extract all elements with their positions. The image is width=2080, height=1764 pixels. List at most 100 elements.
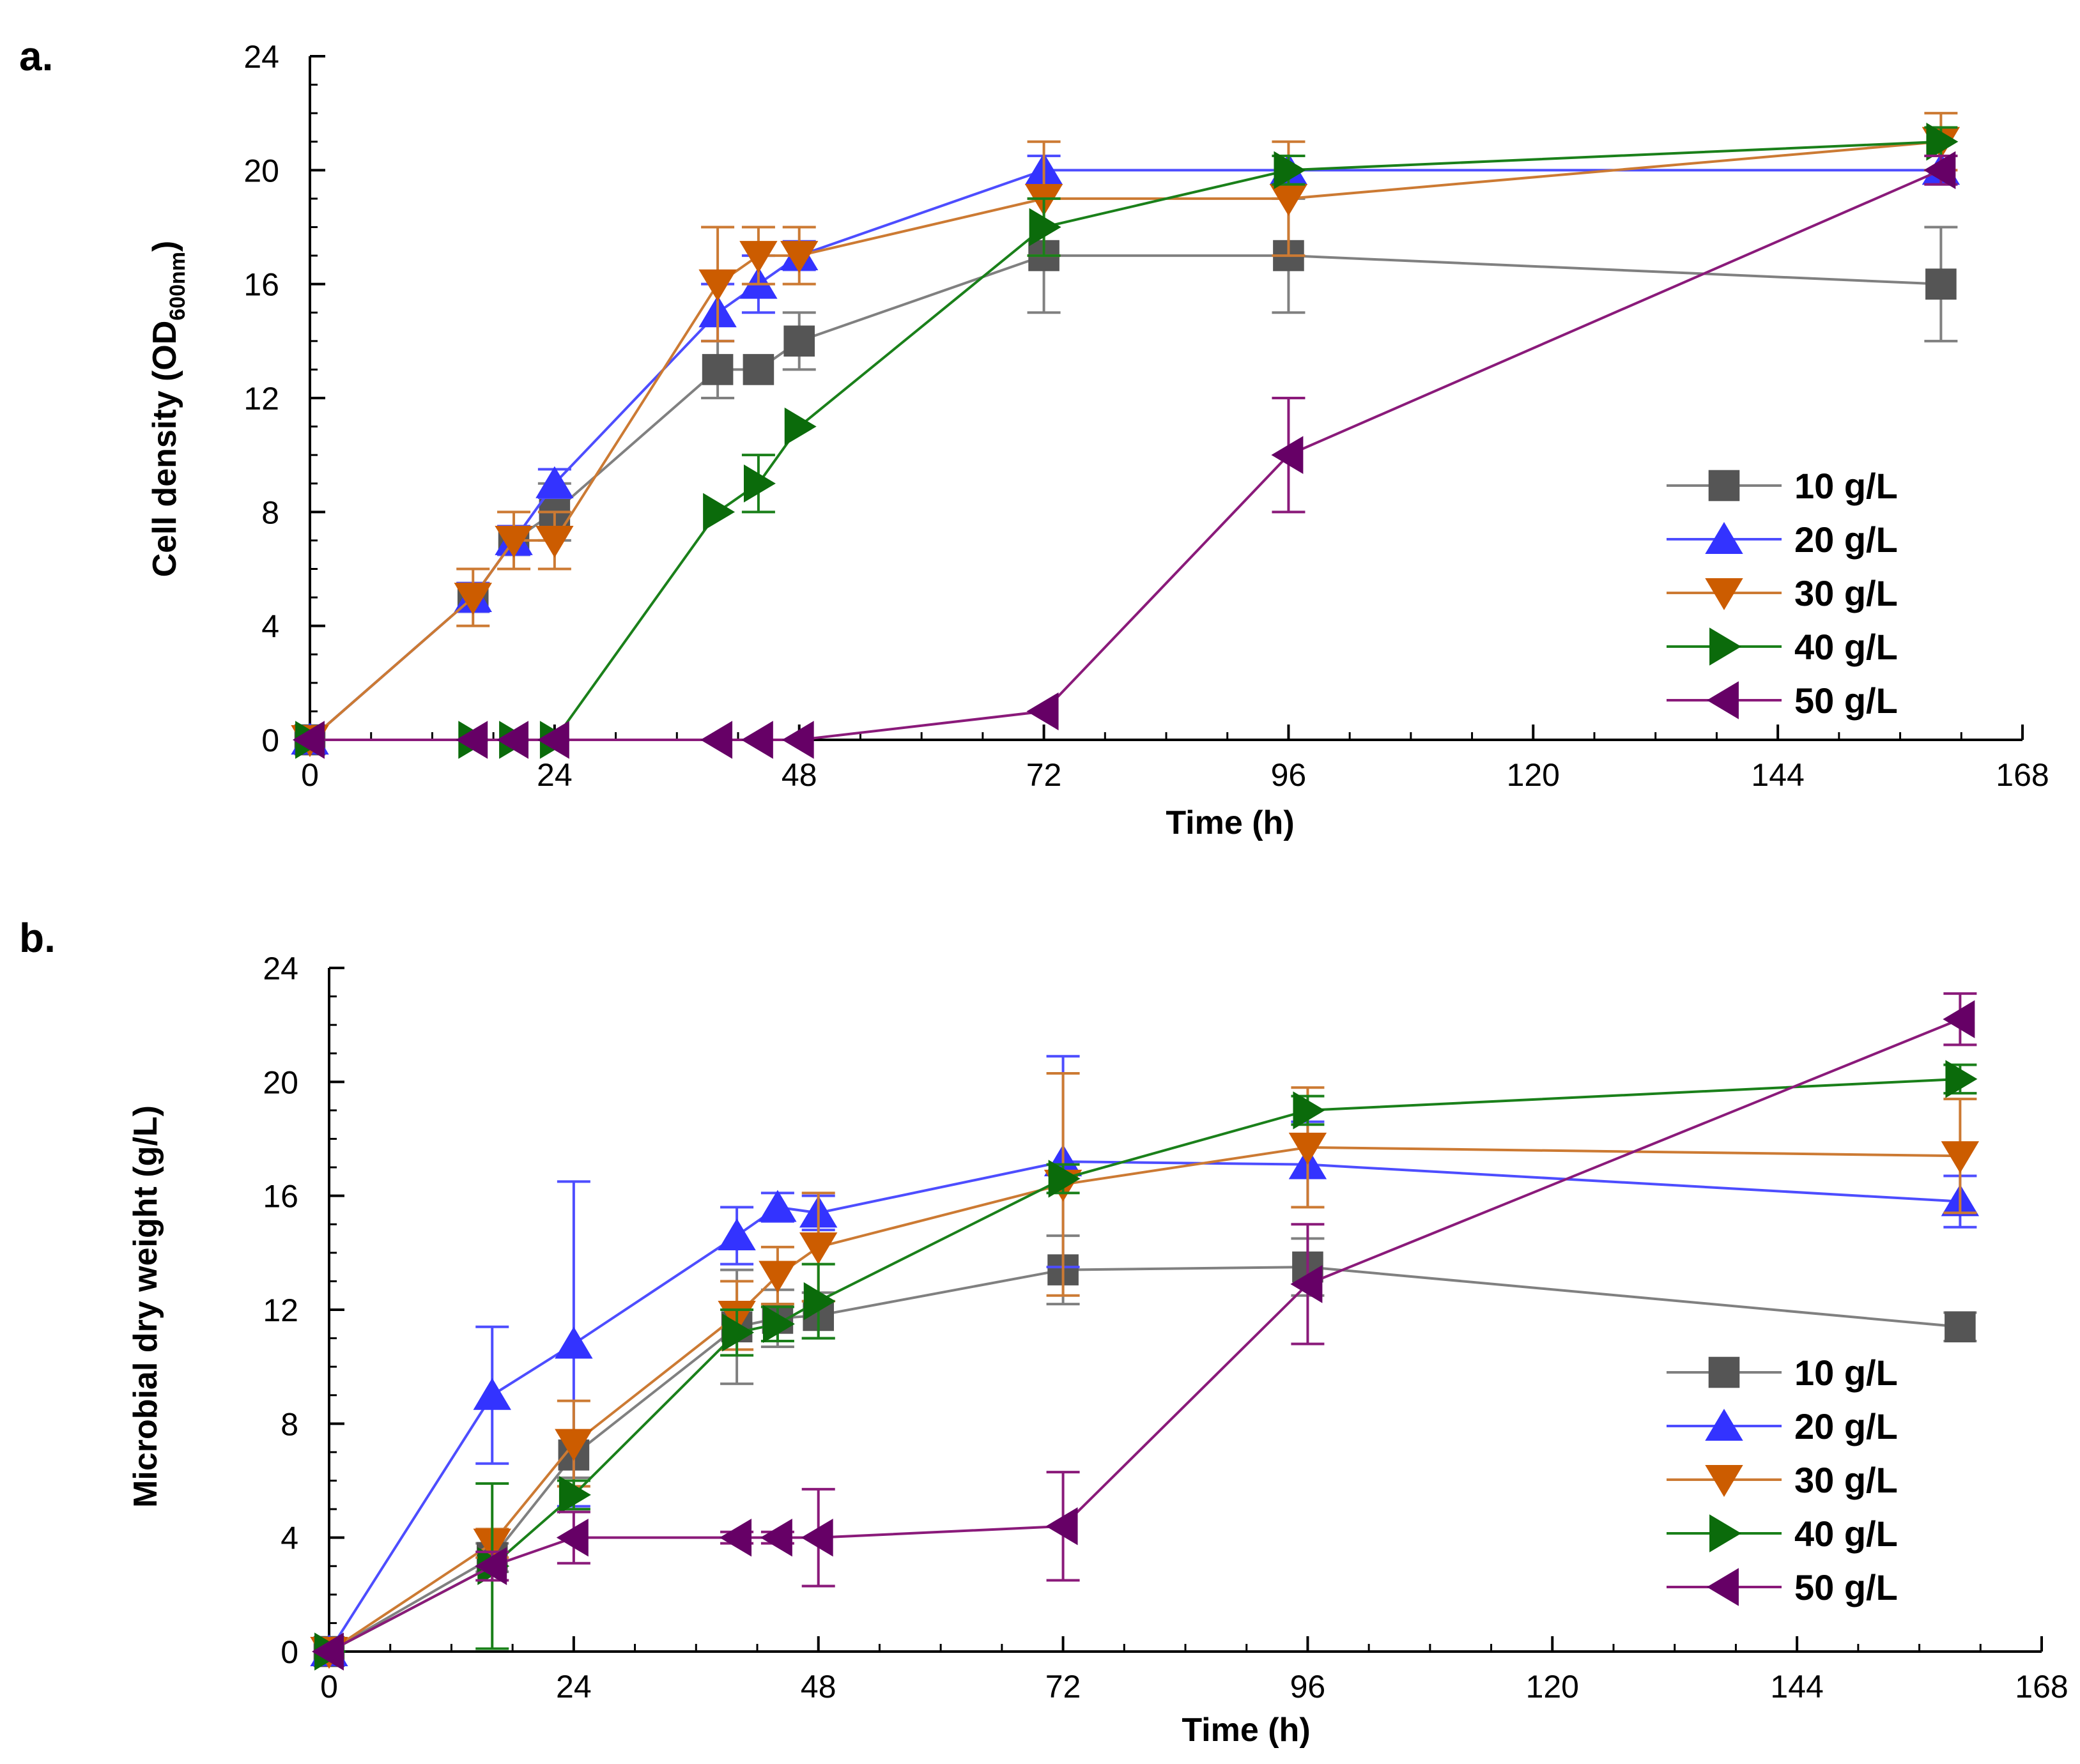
x-tick-label-a: 24	[537, 757, 573, 793]
data-point	[473, 1377, 511, 1410]
legend-marker	[1708, 1356, 1740, 1388]
y-axis-title-a-main: Cell density (OD	[146, 321, 183, 578]
data-point	[1945, 1311, 1976, 1343]
y-tick-label-b: 8	[281, 1406, 298, 1442]
legend-label: 50 g/L	[1794, 680, 1898, 721]
legend-entry-b-2: 20 g/L	[1667, 1406, 1898, 1446]
legend-marker	[1707, 1568, 1739, 1606]
y-tick-label-b: 0	[281, 1634, 298, 1670]
y-tick-label-a: 16	[243, 267, 279, 303]
x-axis-title-a: Time (h)	[1166, 804, 1294, 841]
data-point	[743, 354, 774, 385]
legend-marker	[1708, 470, 1740, 502]
data-point	[293, 721, 325, 759]
y-tick-label-a: 4	[261, 609, 279, 645]
x-axis-title-b: Time (h)	[1182, 1712, 1310, 1749]
data-point	[782, 721, 814, 759]
data-point	[1048, 1160, 1081, 1198]
data-point	[784, 407, 817, 446]
data-point	[1293, 1091, 1325, 1130]
data-point	[759, 1261, 797, 1293]
y-tick-label-b: 20	[263, 1064, 298, 1100]
series-line	[309, 140, 1941, 741]
legend-label: 30 g/L	[1794, 573, 1898, 613]
data-point	[718, 1218, 756, 1251]
panel-label-b: b.	[19, 915, 56, 961]
x-tick-label-b: 168	[2015, 1669, 2068, 1705]
legend-marker	[1707, 681, 1739, 719]
x-tick-label-a: 48	[782, 757, 817, 793]
data-point	[1926, 123, 1959, 161]
data-point	[799, 1232, 838, 1264]
x-tick-label-b: 48	[801, 1669, 836, 1705]
data-point	[1269, 183, 1308, 216]
y-tick-label-b: 24	[263, 951, 298, 986]
legend-label: 40 g/L	[1794, 1514, 1898, 1554]
legend-marker	[1709, 627, 1741, 666]
y-tick-label-a: 20	[243, 153, 279, 188]
x-tick-label-a: 120	[1507, 757, 1560, 793]
data-point	[720, 1518, 752, 1557]
x-tick-label-a: 72	[1026, 757, 1062, 793]
data-point	[1274, 151, 1306, 190]
legend-entry-a-2: 20 g/L	[1667, 519, 1898, 560]
data-point	[1290, 1265, 1323, 1303]
data-point	[456, 721, 488, 759]
series-a-1	[294, 197, 1958, 756]
data-point	[556, 1518, 589, 1557]
legend-marker	[1709, 1514, 1741, 1553]
legend-label: 30 g/L	[1794, 1460, 1898, 1500]
series-b-1	[313, 1234, 1977, 1668]
legend-label: 50 g/L	[1794, 1567, 1898, 1607]
data-point	[535, 466, 574, 498]
legend-entry-b-5: 50 g/L	[1667, 1567, 1898, 1607]
data-point	[783, 325, 815, 357]
legend-entry-b-1: 10 g/L	[1667, 1353, 1898, 1393]
data-point	[475, 1547, 507, 1585]
legend-entry-b-3: 30 g/L	[1667, 1460, 1898, 1500]
data-point	[495, 525, 533, 558]
series-b-4	[314, 1060, 1978, 1671]
x-tick-label-a: 0	[301, 757, 319, 793]
data-point	[780, 241, 819, 273]
x-tick-label-b: 144	[1770, 1669, 1823, 1705]
y-axis-title-a-close: )	[146, 241, 183, 252]
data-point	[1045, 1507, 1078, 1545]
data-point	[1026, 692, 1059, 731]
legend-label: 20 g/L	[1794, 1406, 1898, 1446]
legend-entry-a-5: 50 g/L	[1667, 680, 1898, 721]
y-tick-label-b: 16	[263, 1179, 298, 1215]
legend-entry-a-4: 40 g/L	[1667, 627, 1898, 667]
y-tick-label-a: 0	[261, 723, 279, 758]
legend-entry-b-4: 40 g/L	[1667, 1514, 1898, 1554]
legend-marker	[1705, 578, 1743, 610]
legend-marker	[1705, 1409, 1743, 1441]
data-point	[803, 1282, 836, 1321]
x-tick-label-b: 24	[556, 1669, 592, 1705]
data-point	[739, 241, 778, 273]
data-point	[762, 1305, 795, 1343]
data-point	[555, 1326, 593, 1359]
data-point	[1029, 208, 1061, 247]
x-tick-label-b: 0	[320, 1669, 338, 1705]
data-point	[703, 493, 736, 532]
x-tick-label-b: 96	[1290, 1669, 1326, 1705]
legend-label: 10 g/L	[1794, 1353, 1898, 1393]
legend-marker	[1705, 1465, 1743, 1497]
data-point	[741, 721, 773, 759]
x-tick-label-a: 144	[1751, 757, 1804, 793]
data-point	[801, 1518, 833, 1557]
data-point	[1943, 1000, 1975, 1038]
legend-label: 20 g/L	[1794, 519, 1898, 560]
legend-label: 40 g/L	[1794, 627, 1898, 667]
legend-marker	[1705, 522, 1743, 554]
y-tick-label-b: 12	[263, 1292, 298, 1328]
data-point	[1271, 436, 1304, 474]
y-axis-title-b: Microbial dry weight (g/L)	[127, 1105, 164, 1508]
series-a-4	[295, 123, 1959, 759]
y-tick-label-b: 4	[281, 1521, 298, 1556]
y-tick-label-a: 8	[261, 495, 279, 530]
